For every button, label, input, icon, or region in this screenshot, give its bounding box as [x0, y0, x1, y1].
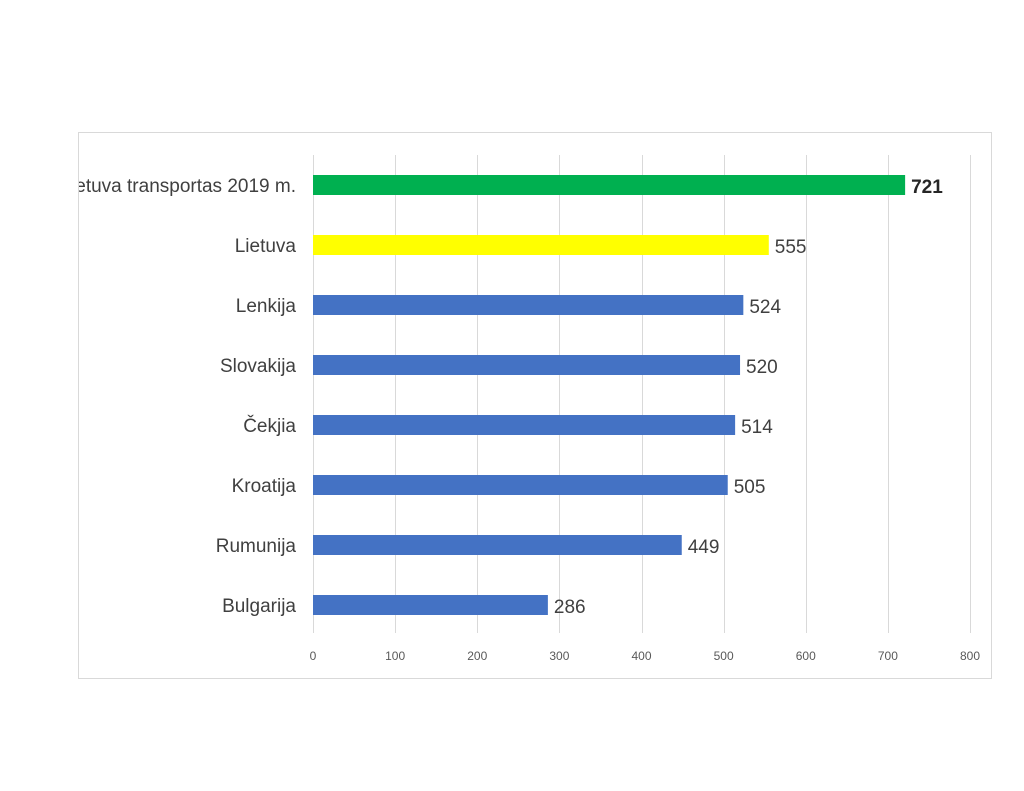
- value-label-5: 505: [734, 477, 766, 498]
- category-label-1: Lietuva: [235, 236, 297, 257]
- value-labels: 721 555 524 520 514 505 449 286: [554, 177, 943, 618]
- category-label-4: Čekjia: [243, 415, 296, 437]
- category-label-5: Kroatija: [232, 476, 297, 497]
- category-labels: Lietuva transportas 2019 m. Lietuva Lenkij…: [79, 176, 296, 617]
- bar-chart: Lietuva transportas 2019 m. Lietuva Lenkij…: [79, 155, 981, 663]
- bar-5: [313, 475, 728, 495]
- value-label-3: 520: [746, 357, 778, 378]
- category-label-3: Slovakija: [220, 356, 296, 377]
- bars: [313, 175, 906, 615]
- x-tick-label-800: 800: [960, 649, 980, 663]
- bar-6: [313, 535, 682, 555]
- category-label-2: Lenkija: [236, 296, 297, 317]
- bar-0: [313, 175, 906, 195]
- value-label-0: 721: [911, 177, 943, 198]
- value-label-1: 555: [775, 237, 807, 258]
- category-label-0: Lietuva transportas 2019 m.: [79, 176, 296, 197]
- x-tick-label-100: 100: [385, 649, 405, 663]
- category-label-6: Rumunija: [216, 536, 297, 557]
- bar-1: [313, 235, 769, 255]
- value-label-2: 524: [749, 297, 781, 318]
- x-tick-label-300: 300: [549, 649, 569, 663]
- value-label-7: 286: [554, 597, 586, 618]
- x-tick-label-400: 400: [631, 649, 651, 663]
- bar-2: [313, 295, 744, 315]
- value-label-6: 449: [688, 537, 720, 558]
- x-axis-tick-labels: 0 100 200 300 400 500 600 700 800: [310, 649, 981, 663]
- category-label-7: Bulgarija: [222, 596, 296, 617]
- chart-area: Lietuva transportas 2019 m. Lietuva Lenkij…: [78, 132, 992, 679]
- value-label-4: 514: [741, 417, 773, 438]
- x-tick-label-0: 0: [310, 649, 317, 663]
- x-tick-label-200: 200: [467, 649, 487, 663]
- bar-4: [313, 415, 736, 435]
- bar-7: [313, 595, 548, 615]
- bar-3: [313, 355, 741, 375]
- x-tick-label-700: 700: [878, 649, 898, 663]
- x-tick-label-500: 500: [714, 649, 734, 663]
- x-tick-label-600: 600: [796, 649, 816, 663]
- gridlines: [313, 155, 971, 633]
